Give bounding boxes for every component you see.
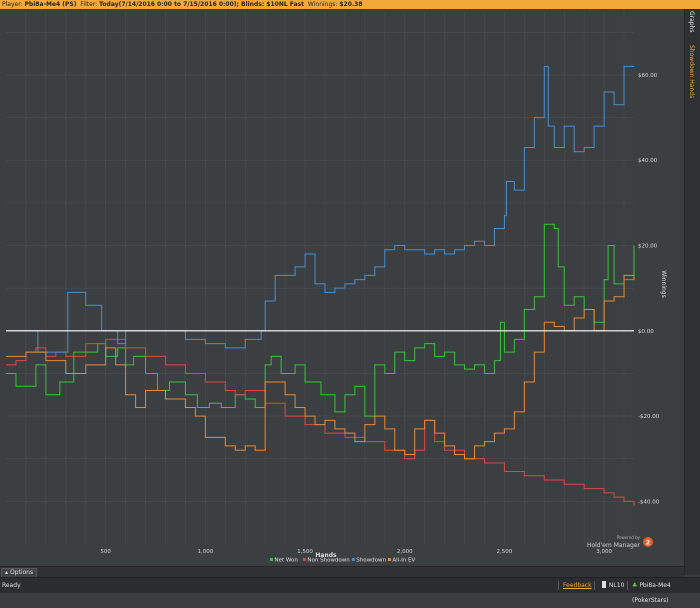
series-line-showdown <box>6 65 634 353</box>
winnings-label: Winnings: <box>307 1 338 8</box>
legend-entry[interactable]: All-In EV <box>392 557 415 563</box>
y-axis-ticks: $60.00 $40.00 $20.00 $0.00 -$20.00 -$40.00 <box>638 73 660 505</box>
legend-swatch <box>302 558 306 561</box>
winnings-chart: $60.00 $40.00 $20.00 $0.00 -$20.00 -$40.00 50… <box>6 11 667 563</box>
limit-indicator[interactable]: NL10 <box>602 578 624 593</box>
options-expand-icon: ▴ <box>5 569 9 576</box>
y-tick-label: $40.00 <box>638 158 658 164</box>
hem-logo: Powered by Hold'em Manager 2 <box>587 535 653 549</box>
filter-label: Filter: <box>80 1 98 8</box>
tab-graphs[interactable]: Graphs <box>688 11 695 33</box>
winnings-graph-panel: $60.00 $40.00 $20.00 $0.00 -$20.00 -$40.00 50… <box>0 9 684 564</box>
side-tab-strip: Graphs Showdown Hands <box>684 9 700 575</box>
options-label: Options <box>9 569 34 576</box>
legend-swatch <box>351 558 355 561</box>
legend: Net Won Non Showdown Showdown All-In EV <box>270 557 416 563</box>
status-divider <box>627 581 628 590</box>
y-tick-label: $20.00 <box>638 244 658 250</box>
logo-badge-icon <box>643 537 653 547</box>
series-line-net-won <box>6 223 635 417</box>
legend-swatch <box>387 558 391 561</box>
logo-badge-glyph: 2 <box>646 540 650 547</box>
series-line-non-showdown <box>6 338 635 506</box>
y-tick-label: $60.00 <box>638 73 658 79</box>
series-line-all-in-ev <box>6 274 635 460</box>
x-tick-label: 2,500 <box>497 549 513 555</box>
y-axis-label: Winnings <box>660 270 667 297</box>
y-tick-label: -$20.00 <box>638 414 660 420</box>
legend-entry[interactable]: Non Showdown <box>307 557 350 563</box>
y-tick-label: $0.00 <box>638 329 654 335</box>
legend-entry[interactable]: Showdown <box>356 557 386 563</box>
player-icon: ♣ <box>632 582 638 589</box>
active-player[interactable]: ♣ Pbi8a-Me4 (PokerStars) <box>632 578 700 608</box>
status-divider <box>594 581 595 590</box>
status-bar: Ready Feedback NL10 ♣ Pbi8a-Me4 (PokerSt… <box>0 577 700 604</box>
limit-icon <box>602 581 606 588</box>
active-player-label: Pbi8a-Me4 (PokerStars) <box>632 582 671 604</box>
status-divider <box>558 581 559 590</box>
x-tick-label: 3,000 <box>596 549 612 555</box>
x-tick-label: 1,500 <box>297 549 313 555</box>
player-label: Player: <box>2 1 23 8</box>
filter-info-bar: Player: Pbi8a-Me4 (PS) Filter: Today(7/1… <box>0 0 700 9</box>
feedback-link[interactable]: Feedback <box>563 582 592 589</box>
x-tick-label: 500 <box>100 549 111 555</box>
filter-value: Today(7/14/2016 0:00 to 7/15/2016 0:00);… <box>99 1 304 8</box>
logo-product-name: Hold'em Manager <box>587 542 641 549</box>
x-axis-label: Hands <box>315 552 337 559</box>
grid <box>6 11 634 544</box>
x-axis-ticks: 500 1,000 1,500 2,000 2,500 3,000 <box>100 549 612 555</box>
limit-label: NL10 <box>608 582 625 589</box>
series-lines <box>6 65 635 506</box>
x-tick-label: 1,000 <box>197 549 213 555</box>
tab-showdown-hands[interactable]: Showdown Hands <box>688 45 695 99</box>
legend-swatch <box>270 558 273 561</box>
options-bar: ▴ Options <box>0 566 684 578</box>
status-ready: Ready <box>2 582 21 589</box>
legend-entry[interactable]: Net Won <box>275 557 299 563</box>
player-value: Pbi8a-Me4 (PS) <box>24 1 77 8</box>
winnings-value: $20.38 <box>339 1 363 8</box>
x-tick-label: 2,000 <box>397 549 413 555</box>
y-tick-label: -$40.00 <box>638 499 660 505</box>
logo-powered-by: Powered by <box>617 535 641 540</box>
